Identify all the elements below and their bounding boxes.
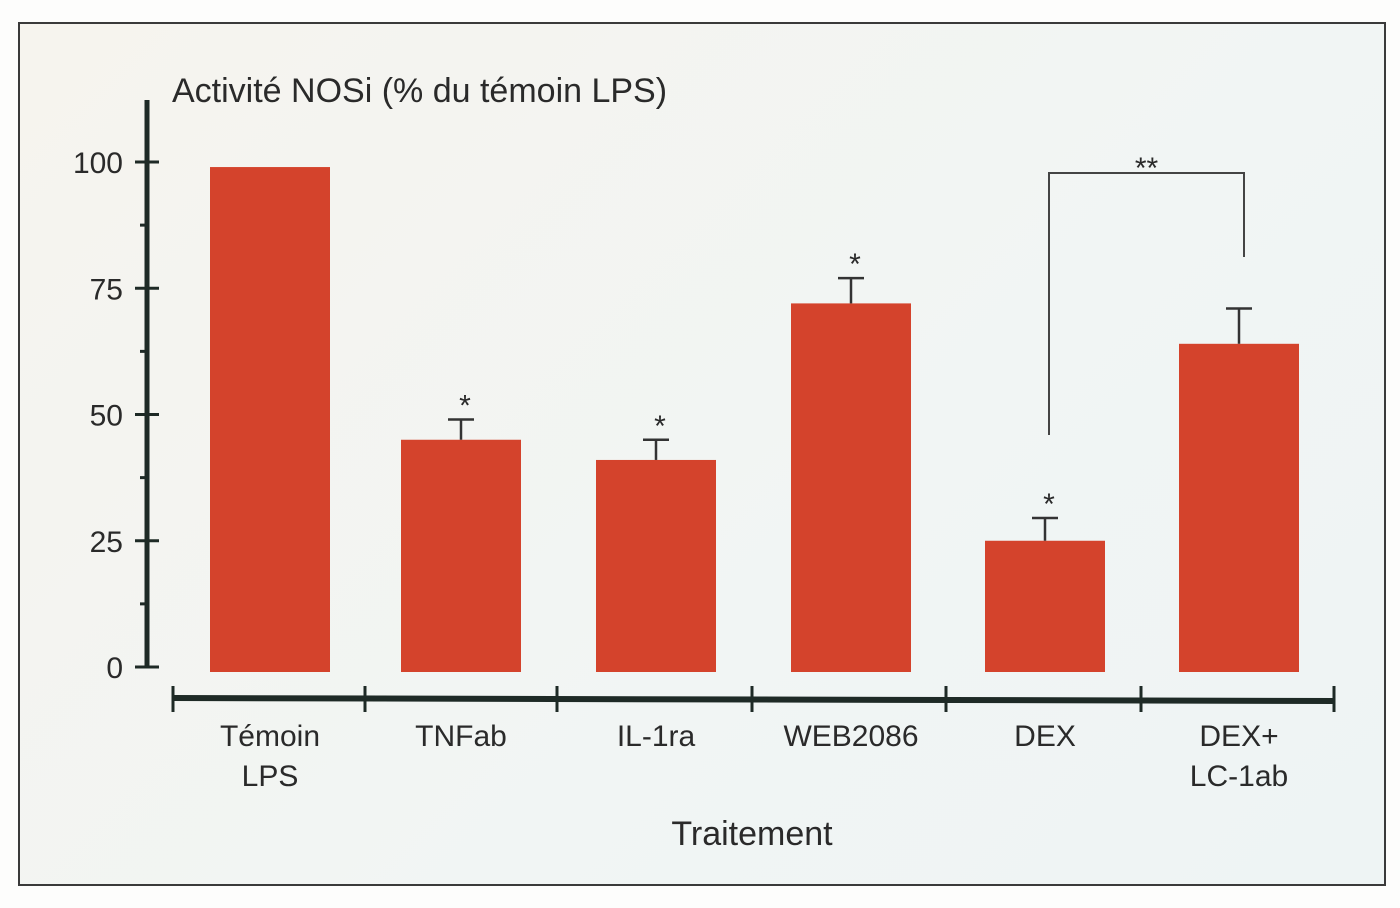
x-tick-label: WEB2086 — [783, 720, 918, 753]
x-axis-label: Traitement — [671, 815, 833, 853]
y-tick-label: 50 — [90, 400, 123, 433]
x-tick-label: TNFab — [415, 720, 507, 753]
bar — [596, 459, 716, 672]
significance-marker: * — [1043, 488, 1055, 521]
x-tick-label: IL-1ra — [617, 720, 696, 753]
significance-marker: * — [459, 390, 471, 423]
bar — [791, 303, 911, 672]
x-tick-label: LPS — [242, 760, 299, 793]
y-tick-label: 25 — [90, 526, 123, 559]
significance-bracket — [1048, 172, 1245, 435]
y-tick-label: 100 — [73, 147, 123, 180]
x-tick-label: DEX+ — [1199, 720, 1278, 753]
bracket-label: ** — [1135, 152, 1159, 185]
significance-marker: * — [849, 248, 861, 281]
y-tick-label: 75 — [90, 273, 123, 306]
bar — [1179, 343, 1299, 672]
y-axis-label: Activité NOSi (% du témoin LPS) — [172, 72, 667, 110]
bar — [985, 540, 1105, 672]
bar — [401, 439, 521, 672]
x-tick-label: LC-1ab — [1190, 760, 1288, 793]
y-tick-label: 0 — [106, 652, 123, 685]
bar — [210, 167, 330, 673]
significance-marker: * — [654, 410, 666, 443]
x-tick-label: Témoin — [220, 720, 320, 753]
x-tick-label: DEX — [1014, 720, 1076, 753]
